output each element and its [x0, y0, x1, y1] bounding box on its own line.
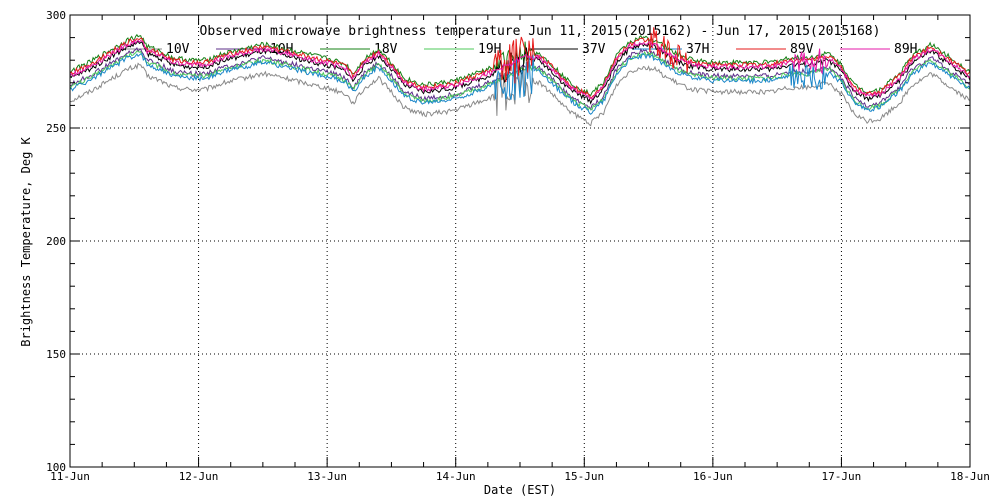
x-tick-label: 11-Jun	[50, 470, 90, 483]
x-tick-label: 12-Jun	[179, 470, 219, 483]
x-tick-label: 17-Jun	[822, 470, 862, 483]
x-tick-label: 16-Jun	[693, 470, 733, 483]
axis-ticks: 11-Jun 12-Jun 13-Jun 14-Jun 15-Jun 16-Jun 17-J…	[46, 9, 990, 483]
legend-label-10v: 10V	[166, 42, 190, 57]
legend-label-89h: 89H	[894, 42, 917, 57]
x-tick-label: 18-Jun	[950, 470, 990, 483]
x-tick-label: 13-Jun	[307, 470, 347, 483]
x-tick-label: 15-Jun	[564, 470, 604, 483]
grid-lines	[70, 15, 970, 467]
y-axis-title: Brightness Temperature, Deg K	[19, 136, 33, 346]
series-line-37h	[70, 53, 971, 115]
y-tick-label: 300	[46, 9, 66, 22]
legend-label-89v: 89V	[790, 42, 814, 57]
legend-label-19h: 19H	[478, 42, 501, 57]
series-lines	[69, 27, 971, 127]
chart-title: Observed microwave brightness temperatur…	[200, 24, 881, 39]
x-tick-label: 14-Jun	[436, 470, 476, 483]
y-tick-label: 200	[46, 235, 66, 248]
legend-label-37v: 37V	[582, 42, 606, 57]
x-axis-title: Date (EST)	[484, 483, 556, 497]
legend-label-37h: 37H	[686, 42, 709, 57]
series-line-89h	[69, 38, 971, 100]
plot-area: 11-Jun 12-Jun 13-Jun 14-Jun 15-Jun 16-Jun 17-J…	[46, 9, 990, 483]
y-tick-label: 250	[46, 122, 66, 135]
y-tick-label: 100	[46, 461, 66, 474]
series-line-19h	[69, 50, 971, 112]
y-tick-label: 150	[46, 348, 66, 361]
